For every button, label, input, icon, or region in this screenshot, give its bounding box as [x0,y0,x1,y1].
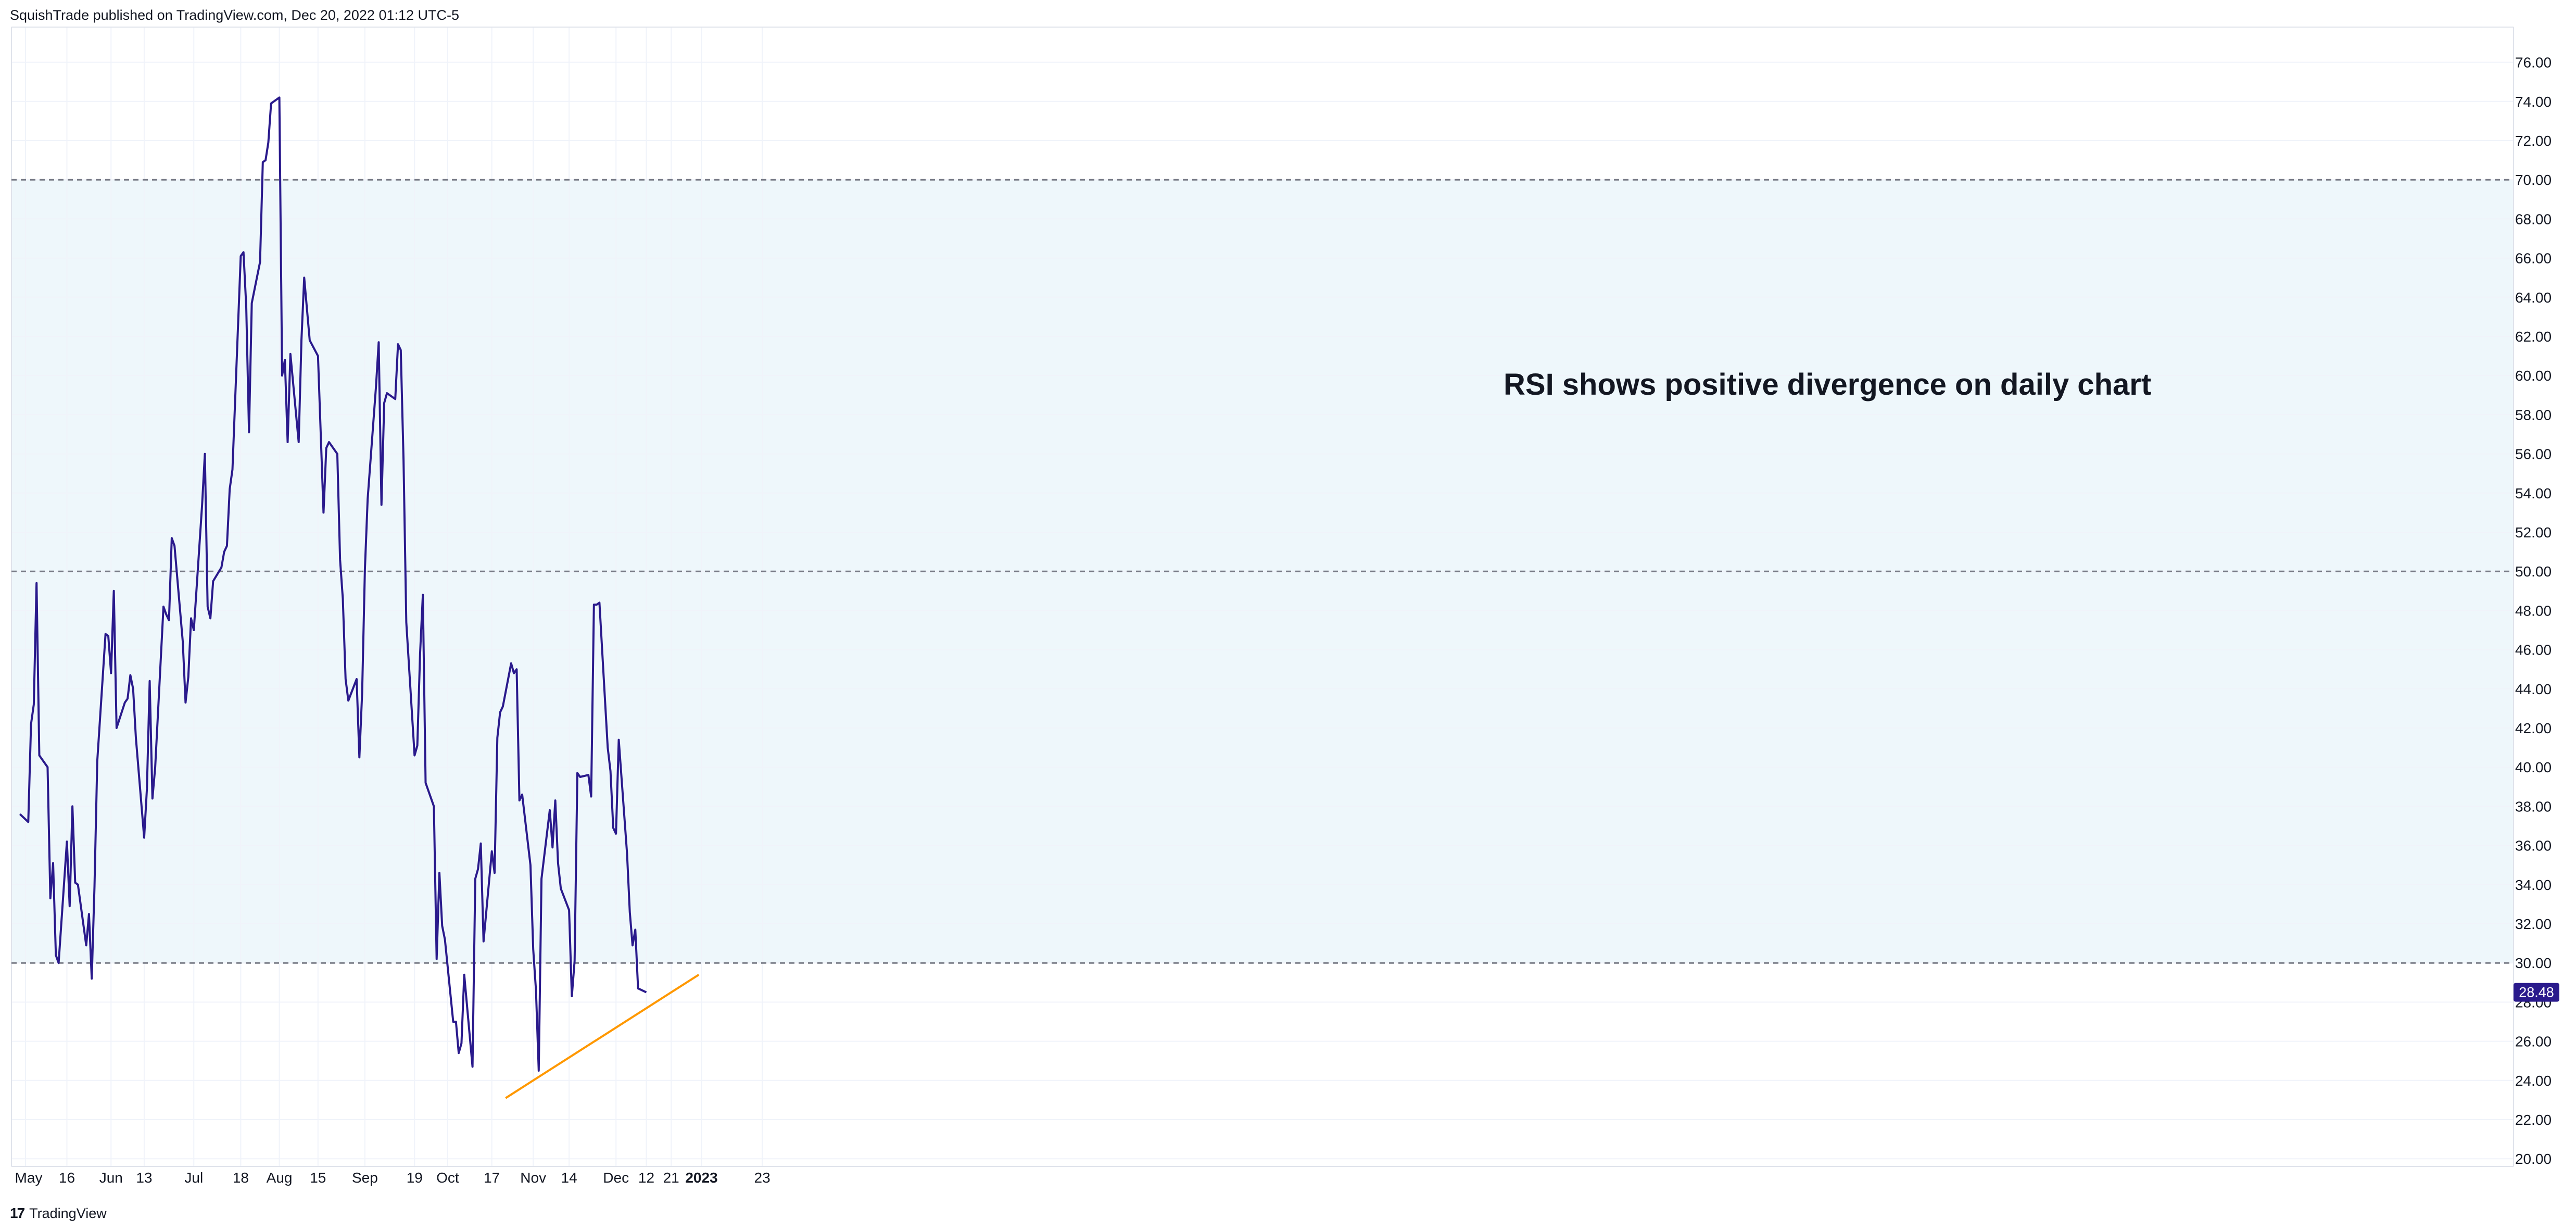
y-tick-label: 64.00 [2515,290,2552,306]
y-tick-label: 42.00 [2515,720,2552,736]
support-trendline[interactable] [505,974,700,1099]
y-tick-label: 44.00 [2515,681,2552,697]
x-axis[interactable]: May 16 Jun 13 Jul 18 Aug 15 Sep 19 Oct 17 Nov 14 Dec 12… [15,1170,771,1186]
y-tick-label: 52.00 [2515,524,2552,541]
y-tick-label: 34.00 [2515,877,2552,893]
x-tick-label: Jun [99,1170,123,1186]
x-tick-label: 12 [638,1170,654,1186]
x-tick-label: Jul [184,1170,203,1186]
last-value-badge [2514,983,2559,1002]
x-tick-label: 18 [233,1170,249,1186]
y-tick-label: 40.00 [2515,759,2552,775]
y-tick-label: 54.00 [2515,485,2552,501]
y-tick-label: 72.00 [2515,133,2552,149]
tradingview-logo-icon: 17 [10,1205,25,1221]
y-tick-label: 58.00 [2515,407,2552,423]
y-tick-label: 32.00 [2515,916,2552,932]
footer-brand: TradingView [29,1205,107,1221]
last-value-label: 28.48 [2519,985,2554,1000]
x-tick-label: 13 [136,1170,152,1186]
y-tick-label: 68.00 [2515,211,2552,227]
y-tick-label: 48.00 [2515,603,2552,619]
y-tick-label: 56.00 [2515,446,2552,462]
publish-info: SquishTrade published on TradingView.com… [10,7,460,23]
y-tick-label: 60.00 [2515,368,2552,384]
last-value-layer: 28.48 [2514,983,2559,1002]
annotation-layer[interactable]: RSI shows positive divergence on daily c… [1504,368,2151,401]
y-tick-label: 26.00 [2515,1034,2552,1050]
x-tick-label: Aug [267,1170,293,1186]
x-tick-label: 23 [754,1170,771,1186]
y-axis[interactable]: 76.00 74.00 72.00 70.00 68.00 66.00 64.00 62.00… [2515,55,2552,1168]
y-tick-label: 22.00 [2515,1112,2552,1128]
x-tick-label: Oct [436,1170,459,1186]
x-tick-label: 17 [484,1170,500,1186]
footer: 17 TradingView [10,1205,107,1222]
y-tick-label: 76.00 [2515,55,2552,71]
rsi-series-line [19,96,647,1072]
y-tick-label: 50.00 [2515,563,2552,580]
x-tick-label: 14 [561,1170,577,1186]
y-tick-label: 36.00 [2515,838,2552,854]
level-lines [11,179,2514,964]
y-tick-label: 24.00 [2515,1073,2552,1089]
chart-annotation[interactable]: RSI shows positive divergence on daily c… [1504,368,2151,401]
y-tick-label: 46.00 [2515,642,2552,658]
x-tick-label: 2023 [685,1170,717,1186]
x-tick-label: 21 [663,1170,679,1186]
y-tick-label: 70.00 [2515,172,2552,188]
trendline-layer[interactable] [505,974,700,1099]
x-tick-label: 15 [310,1170,326,1186]
y-tick-label: 62.00 [2515,329,2552,345]
x-tick-label: Sep [352,1170,378,1186]
x-tick-label: 16 [59,1170,75,1186]
y-tick-label: 20.00 [2515,1151,2552,1167]
x-tick-label: 19 [407,1170,423,1186]
y-tick-label: 30.00 [2515,955,2552,971]
x-tick-label: Nov [520,1170,546,1186]
y-tick-label: 38.00 [2515,798,2552,814]
x-tick-label: May [15,1170,43,1186]
x-tick-label: Dec [603,1170,629,1186]
y-tick-label: 74.00 [2515,94,2552,110]
series-layer [19,96,647,1072]
y-tick-label: 66.00 [2515,250,2552,267]
